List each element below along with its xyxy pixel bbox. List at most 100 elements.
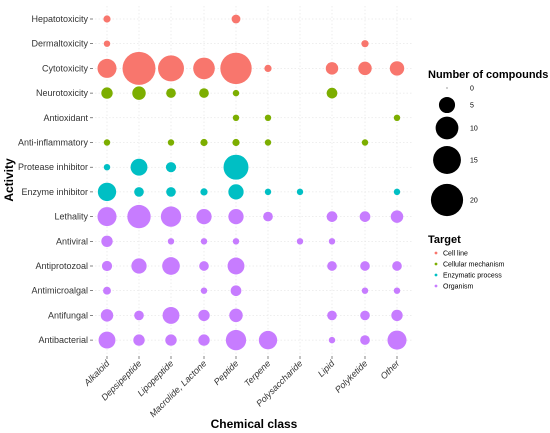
data-point bbox=[360, 310, 370, 321]
size-legend-circle bbox=[435, 116, 459, 140]
size-legend-label: 5 bbox=[470, 103, 474, 110]
data-point bbox=[200, 188, 208, 196]
data-point bbox=[198, 309, 210, 322]
data-point bbox=[103, 15, 111, 23]
color-legend-label: Cell line bbox=[443, 251, 468, 258]
y-tick-label: Cytotoxicity bbox=[42, 63, 89, 73]
data-point bbox=[228, 208, 244, 225]
y-tick-label: Antioxidant bbox=[43, 113, 88, 123]
y-tick-label: Enzyme inhibitor bbox=[21, 187, 88, 197]
data-point bbox=[127, 204, 151, 229]
data-point bbox=[199, 261, 209, 271]
data-point bbox=[230, 285, 242, 297]
y-tick-label: Anti-inflammatory bbox=[18, 138, 89, 148]
y-tick-label: Protease inhibitor bbox=[18, 162, 88, 172]
data-point bbox=[167, 139, 175, 146]
size-legend-circle bbox=[433, 146, 461, 174]
data-point bbox=[165, 162, 177, 173]
data-point bbox=[391, 309, 403, 322]
size-legend-circle bbox=[430, 183, 464, 217]
color-legend: Target Cell line Cellular mechanism Enzyma… bbox=[428, 234, 505, 291]
data-point bbox=[101, 235, 113, 247]
size-legend-circle bbox=[446, 87, 448, 89]
data-point bbox=[390, 210, 404, 223]
data-point bbox=[166, 88, 176, 98]
data-point bbox=[103, 163, 111, 171]
data-point bbox=[220, 52, 252, 85]
data-point bbox=[258, 330, 278, 350]
data-point bbox=[326, 87, 338, 99]
color-legend-key bbox=[434, 251, 438, 255]
data-point bbox=[264, 64, 272, 72]
data-point bbox=[103, 40, 111, 47]
data-point bbox=[326, 211, 338, 222]
data-point bbox=[198, 334, 210, 346]
data-point bbox=[360, 261, 370, 271]
data-point bbox=[101, 260, 113, 272]
data-point bbox=[165, 334, 177, 346]
size-legend-label: 20 bbox=[470, 198, 478, 205]
data-points bbox=[97, 14, 407, 351]
data-point bbox=[167, 238, 175, 245]
data-point bbox=[196, 208, 212, 225]
data-point bbox=[160, 206, 182, 227]
data-point bbox=[358, 61, 372, 76]
size-legend-title: Number of compounds bbox=[428, 69, 548, 81]
data-point bbox=[158, 55, 184, 82]
data-point bbox=[98, 331, 116, 349]
data-point bbox=[389, 61, 405, 76]
data-point bbox=[100, 309, 114, 322]
data-point bbox=[325, 62, 339, 75]
data-point bbox=[327, 310, 337, 321]
y-axis-ticks: Hepatotoxicity Dermaltoxicity Cytotoxicity… bbox=[18, 14, 93, 345]
data-point bbox=[225, 329, 247, 351]
data-point bbox=[97, 58, 117, 78]
data-point bbox=[199, 88, 209, 98]
data-point bbox=[361, 40, 369, 48]
y-tick-label: Antiprotozoal bbox=[35, 261, 88, 271]
size-legend: Number of compounds 0 5 10 15 20 bbox=[428, 69, 548, 217]
data-point bbox=[231, 14, 241, 24]
size-legend-label: 0 bbox=[470, 86, 474, 93]
data-point bbox=[296, 188, 304, 196]
data-point bbox=[134, 187, 144, 197]
data-point bbox=[166, 187, 176, 197]
data-point bbox=[223, 154, 249, 180]
data-point bbox=[193, 57, 215, 80]
data-point bbox=[133, 334, 145, 346]
data-point bbox=[232, 138, 240, 147]
data-point bbox=[393, 188, 401, 196]
color-legend-key bbox=[434, 284, 438, 288]
y-tick-label: Neurotoxicity bbox=[36, 88, 89, 98]
data-point bbox=[393, 287, 401, 294]
data-point bbox=[228, 184, 244, 200]
data-point bbox=[328, 238, 336, 245]
data-point bbox=[263, 211, 273, 222]
y-tick-label: Lethality bbox=[54, 212, 88, 222]
x-axis-title: Chemical class bbox=[211, 417, 298, 431]
y-tick-label: Hepatotoxicity bbox=[31, 14, 88, 24]
data-point bbox=[264, 188, 272, 196]
data-point bbox=[97, 207, 117, 227]
data-point bbox=[200, 138, 208, 147]
data-point bbox=[200, 238, 208, 245]
data-point bbox=[359, 211, 371, 222]
data-point bbox=[360, 335, 370, 345]
y-tick-label: Antibacterial bbox=[38, 335, 88, 345]
data-point bbox=[162, 257, 180, 275]
data-point bbox=[361, 287, 369, 294]
data-point bbox=[122, 51, 156, 85]
data-point bbox=[103, 286, 111, 295]
data-point bbox=[229, 308, 243, 323]
data-point bbox=[328, 336, 336, 344]
data-point bbox=[264, 114, 272, 122]
y-axis-title: Activity bbox=[2, 158, 16, 202]
y-tick-label: Antimicroalgal bbox=[31, 286, 88, 296]
size-legend-label: 15 bbox=[470, 158, 478, 165]
color-legend-label: Organism bbox=[443, 284, 474, 291]
data-point bbox=[130, 158, 148, 176]
data-point bbox=[162, 306, 180, 324]
data-point bbox=[103, 139, 111, 146]
color-legend-label: Cellular mechanism bbox=[443, 262, 505, 269]
